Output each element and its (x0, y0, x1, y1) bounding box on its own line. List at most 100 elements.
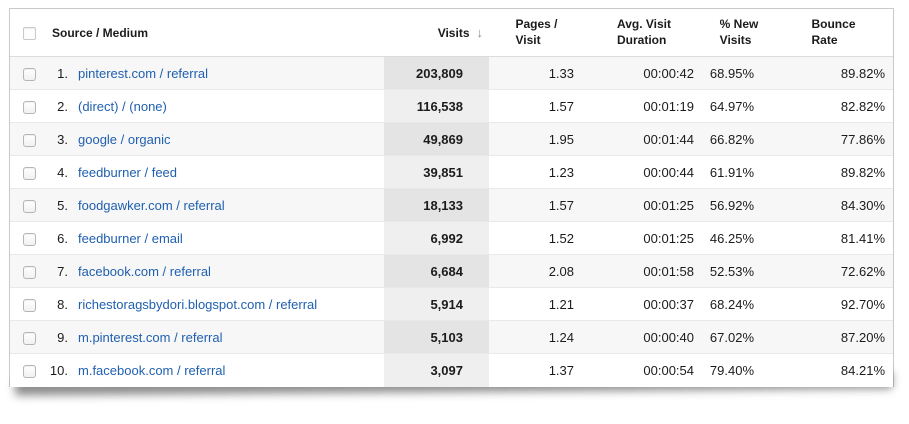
avg-visit-duration-value: 00:01:58 (584, 255, 704, 288)
row-checkbox[interactable] (22, 265, 36, 279)
avg-visit-duration-value: 00:01:25 (584, 189, 704, 222)
table-row: 5. foodgawker.com / referral 18,133 1.57… (10, 189, 893, 222)
table-row: 9. m.pinterest.com / referral 5,103 1.24… (10, 321, 893, 354)
row-checkbox[interactable] (22, 199, 36, 213)
column-header-visits[interactable]: Visits (437, 26, 470, 40)
source-medium-link[interactable]: m.pinterest.com / referral (78, 329, 223, 345)
table-row: 4. feedburner / feed 39,851 1.23 00:00:4… (10, 156, 893, 189)
row-index: 5. (48, 189, 78, 222)
bounce-rate-value: 77.86% (774, 123, 893, 156)
visits-value: 5,103 (384, 321, 489, 354)
avg-visit-duration-value: 00:00:37 (584, 288, 704, 321)
pages-per-visit-value: 1.52 (489, 222, 584, 255)
percent-new-visits-value: 64.97% (704, 90, 774, 123)
column-header-percent-new-visits[interactable]: % New Visits (719, 16, 759, 47)
row-checkbox[interactable] (22, 298, 36, 312)
percent-new-visits-value: 66.82% (704, 123, 774, 156)
pages-per-visit-value: 1.37 (489, 354, 584, 387)
avg-visit-duration-value: 00:00:40 (584, 321, 704, 354)
percent-new-visits-value: 67.02% (704, 321, 774, 354)
row-index: 3. (48, 123, 78, 156)
row-checkbox[interactable] (22, 166, 36, 180)
avg-visit-duration-value: 00:00:44 (584, 156, 704, 189)
row-index: 4. (48, 156, 78, 189)
row-checkbox[interactable] (22, 365, 36, 379)
source-medium-link[interactable]: google / organic (78, 131, 171, 147)
pages-per-visit-value: 1.24 (489, 321, 584, 354)
bounce-rate-value: 87.20% (774, 321, 893, 354)
percent-new-visits-value: 68.24% (704, 288, 774, 321)
table-row: 6. feedburner / email 6,992 1.52 00:01:2… (10, 222, 893, 255)
column-header-pages-per-visit[interactable]: Pages / Visit (515, 16, 558, 47)
visits-value: 49,869 (384, 123, 489, 156)
row-index: 10. (48, 354, 78, 387)
row-checkbox[interactable] (22, 100, 36, 114)
visits-value: 116,538 (384, 90, 489, 123)
pages-per-visit-value: 1.21 (489, 288, 584, 321)
percent-new-visits-value: 79.40% (704, 354, 774, 387)
sort-descending-icon[interactable]: ↓ (476, 25, 484, 40)
source-medium-link[interactable]: pinterest.com / referral (78, 65, 209, 81)
visits-value: 18,133 (384, 189, 489, 222)
pages-per-visit-value: 1.57 (489, 90, 584, 123)
visits-value: 6,992 (384, 222, 489, 255)
avg-visit-duration-value: 00:00:54 (584, 354, 704, 387)
table-body: 1. pinterest.com / referral 203,809 1.33… (10, 57, 893, 387)
table-row: 3. google / organic 49,869 1.95 00:01:44… (10, 123, 893, 156)
avg-visit-duration-value: 00:01:25 (584, 222, 704, 255)
row-index: 7. (48, 255, 78, 288)
row-index: 6. (48, 222, 78, 255)
table-row: 8. richestoragsbydori.blogspot.com / ref… (10, 288, 893, 321)
source-medium-link[interactable]: foodgawker.com / referral (78, 197, 225, 213)
bounce-rate-value: 72.62% (774, 255, 893, 288)
header-row: Source / Medium Visits ↓ Pages / Visit Av… (10, 9, 893, 57)
bounce-rate-value: 89.82% (774, 57, 893, 90)
table-row: 10. m.facebook.com / referral 3,097 1.37… (10, 354, 893, 387)
pages-per-visit-value: 1.23 (489, 156, 584, 189)
column-header-source-medium[interactable]: Source / Medium (52, 25, 149, 40)
table-header: Source / Medium Visits ↓ Pages / Visit Av… (10, 9, 893, 57)
table-row: 2. (direct) / (none) 116,538 1.57 00:01:… (10, 90, 893, 123)
source-medium-link[interactable]: feedburner / feed (78, 164, 178, 180)
pages-per-visit-value: 1.57 (489, 189, 584, 222)
row-checkbox[interactable] (22, 232, 36, 246)
row-checkbox[interactable] (22, 67, 36, 81)
row-index: 9. (48, 321, 78, 354)
bounce-rate-value: 92.70% (774, 288, 893, 321)
table-row: 1. pinterest.com / referral 203,809 1.33… (10, 57, 893, 90)
row-checkbox[interactable] (22, 331, 36, 345)
visits-value: 5,914 (384, 288, 489, 321)
source-medium-link[interactable]: feedburner / email (78, 230, 183, 246)
percent-new-visits-value: 52.53% (704, 255, 774, 288)
percent-new-visits-value: 68.95% (704, 57, 774, 90)
avg-visit-duration-value: 00:01:44 (584, 123, 704, 156)
bounce-rate-value: 89.82% (774, 156, 893, 189)
source-medium-link[interactable]: richestoragsbydori.blogspot.com / referr… (78, 296, 318, 312)
column-header-avg-visit-duration[interactable]: Avg. Visit Duration (616, 16, 672, 47)
percent-new-visits-value: 61.91% (704, 156, 774, 189)
pages-per-visit-value: 1.95 (489, 123, 584, 156)
visits-value: 39,851 (384, 156, 489, 189)
percent-new-visits-value: 56.92% (704, 189, 774, 222)
row-index: 2. (48, 90, 78, 123)
avg-visit-duration-value: 00:01:19 (584, 90, 704, 123)
bounce-rate-value: 81.41% (774, 222, 893, 255)
row-index: 1. (48, 57, 78, 90)
pages-per-visit-value: 1.33 (489, 57, 584, 90)
row-index: 8. (48, 288, 78, 321)
row-checkbox[interactable] (22, 133, 36, 147)
bounce-rate-value: 84.21% (774, 354, 893, 387)
visits-value: 6,684 (384, 255, 489, 288)
source-medium-link[interactable]: facebook.com / referral (78, 263, 211, 279)
table-row: 7. facebook.com / referral 6,684 2.08 00… (10, 255, 893, 288)
percent-new-visits-value: 46.25% (704, 222, 774, 255)
source-medium-link[interactable]: (direct) / (none) (78, 98, 167, 114)
source-medium-link[interactable]: m.facebook.com / referral (78, 363, 226, 378)
column-header-bounce-rate[interactable]: Bounce Rate (811, 16, 856, 47)
visits-value: 203,809 (384, 57, 489, 90)
source-medium-report-table: Source / Medium Visits ↓ Pages / Visit Av… (9, 8, 894, 387)
pages-per-visit-value: 2.08 (489, 255, 584, 288)
select-all-checkbox[interactable] (22, 26, 36, 40)
visits-value: 3,097 (384, 354, 489, 387)
